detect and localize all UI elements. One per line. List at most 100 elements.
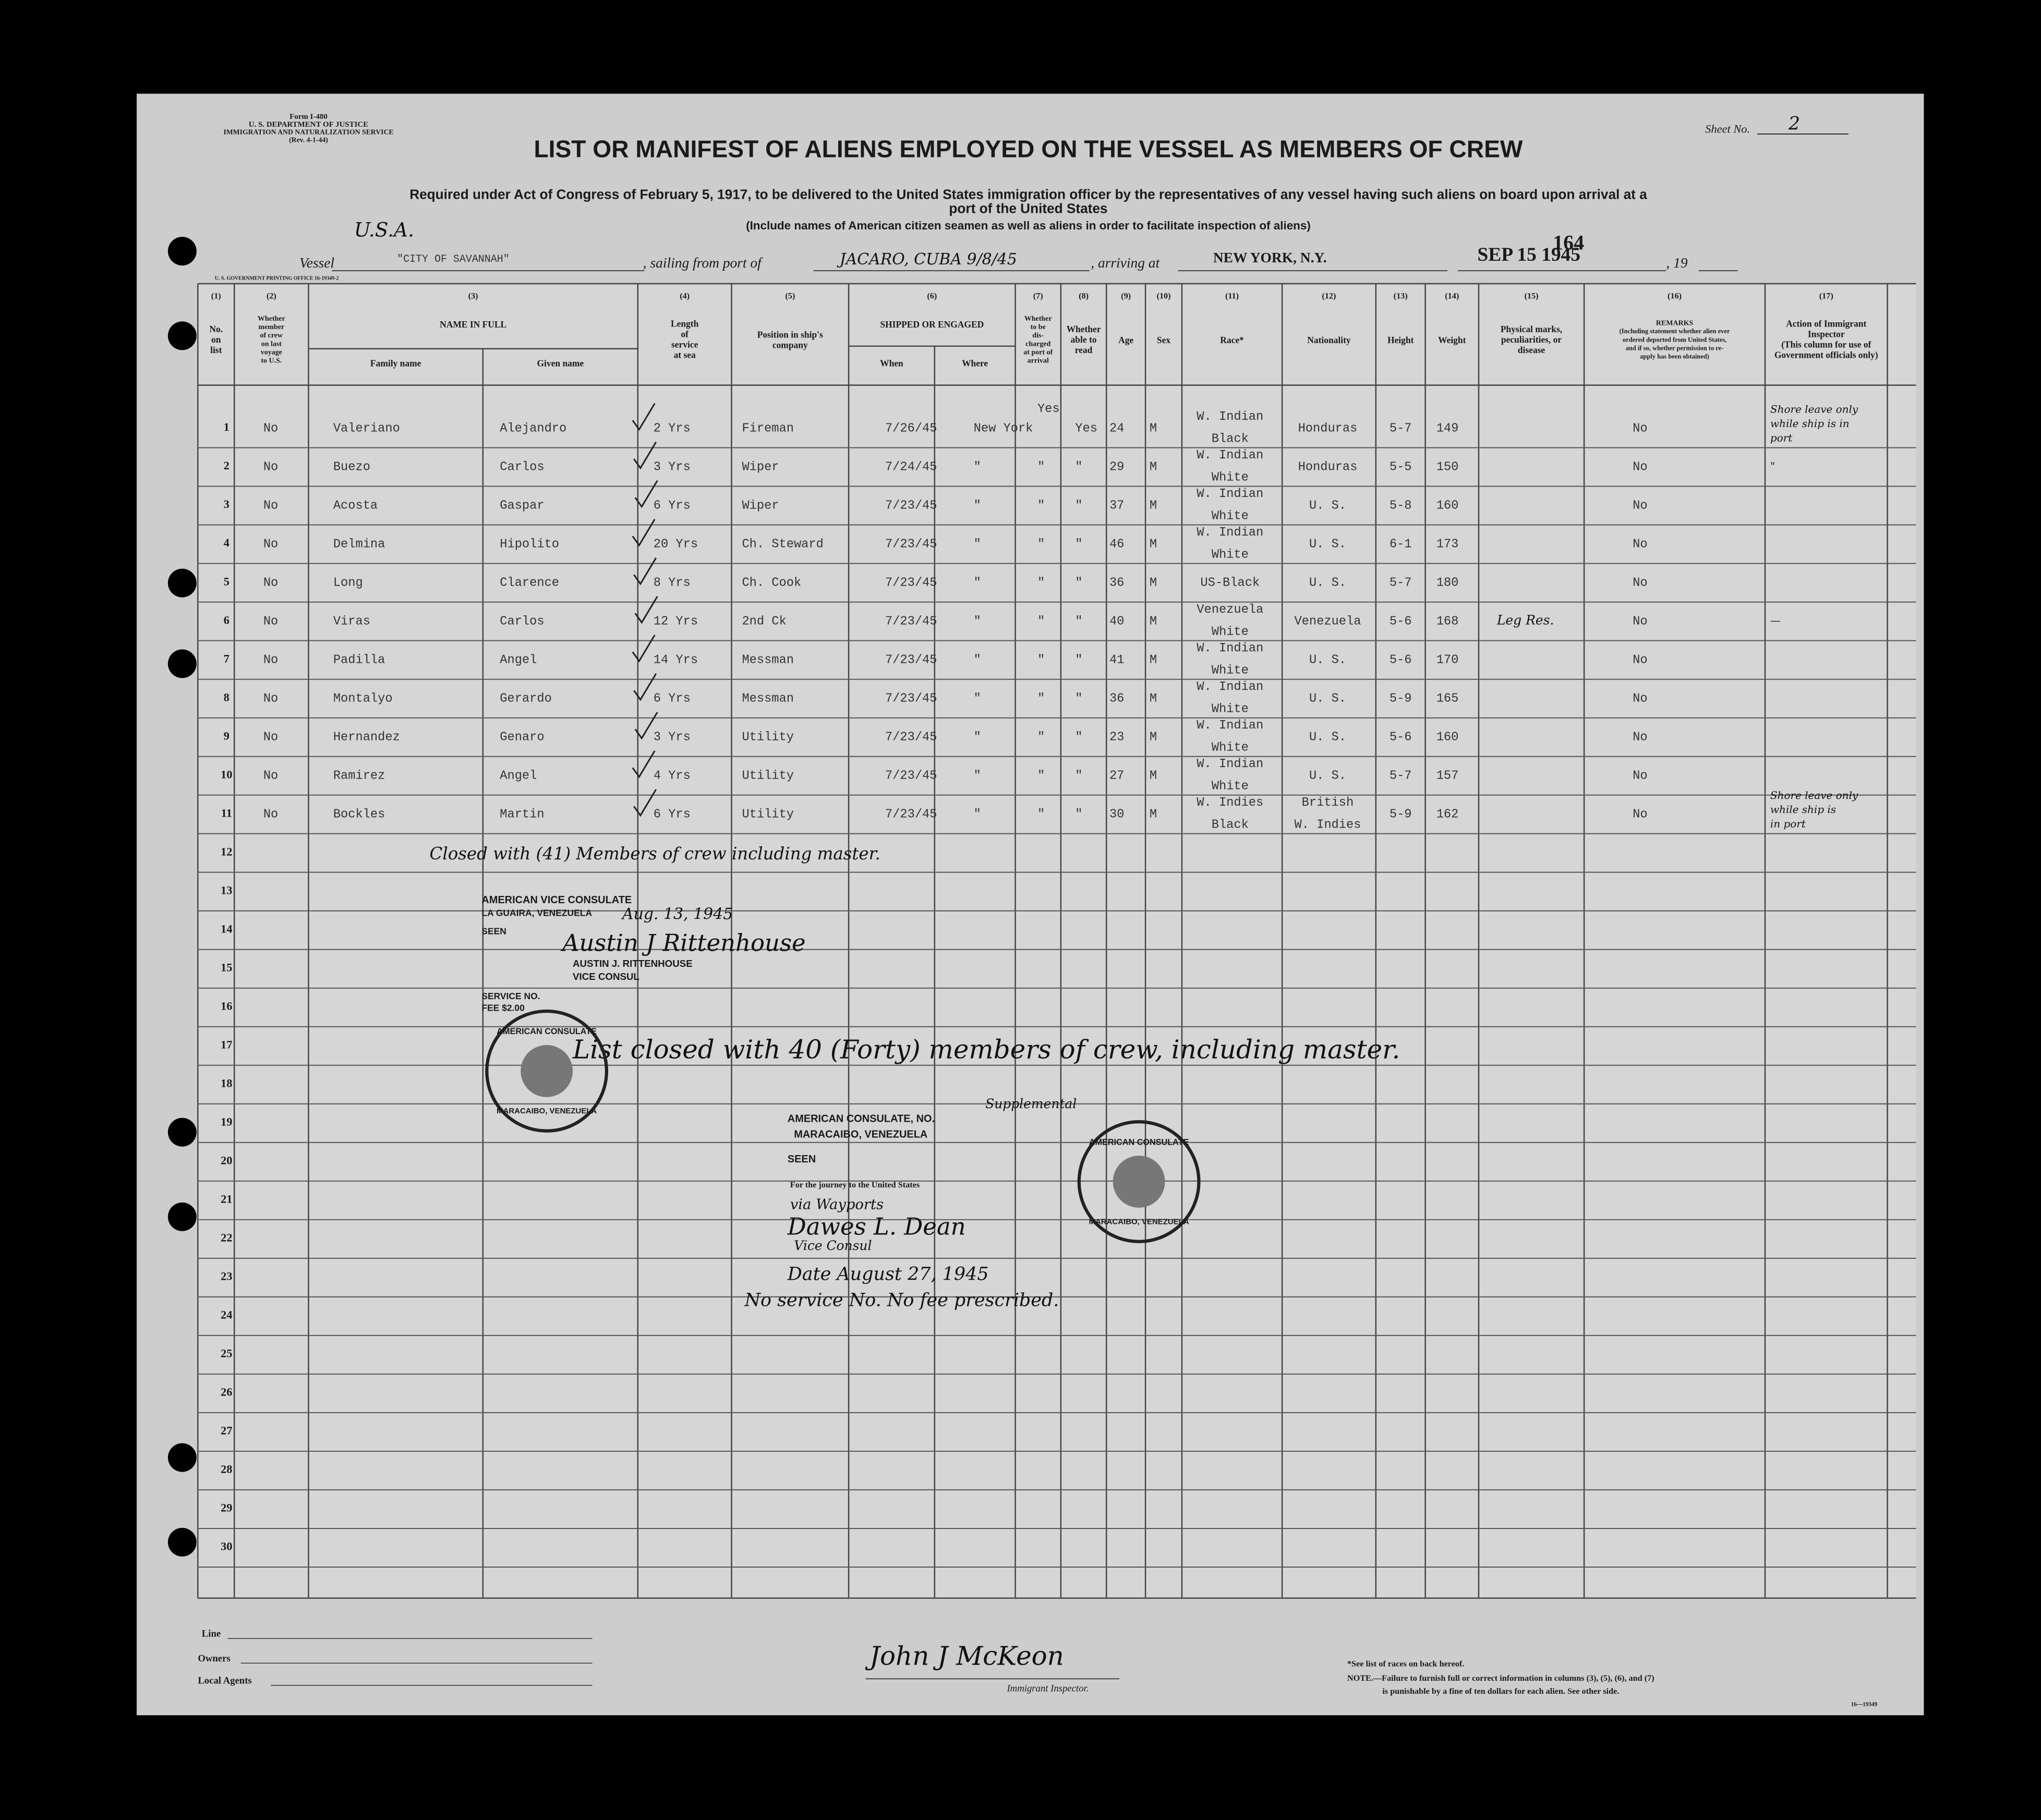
table-cell: W. Indies	[1294, 818, 1361, 832]
table-cell: 5-8	[1390, 499, 1412, 513]
table-cell: 7/23/45	[885, 614, 937, 628]
closed-annotation: Closed with (41) Members of crew includi…	[430, 844, 880, 864]
table-cell: Leg Res.	[1496, 613, 1554, 628]
table-cell: Ch. Steward	[742, 537, 823, 551]
seal	[485, 1009, 609, 1133]
table-cell: No	[1633, 537, 1647, 551]
column-label: (Including statement whether alien ever	[1620, 327, 1730, 335]
line-number: 7	[224, 652, 230, 665]
table-cell: M	[1150, 576, 1157, 590]
column-sublabel: Given name	[537, 358, 584, 369]
line-number: 29	[221, 1501, 232, 1514]
table-cell: Delmina	[333, 537, 385, 551]
consul-title: VICE CONSUL	[573, 971, 639, 982]
table-cell: "	[1037, 807, 1045, 821]
table-cell: "	[1037, 537, 1045, 551]
line-number: 18	[221, 1076, 232, 1089]
column-label: No.	[209, 324, 223, 334]
table-cell: Messman	[742, 653, 794, 667]
vessel-flag: U.S.A.	[354, 219, 414, 241]
column-number: (9)	[1121, 292, 1131, 301]
column-label: arrival	[1028, 357, 1049, 365]
table-cell: Shore leave only	[1770, 789, 1858, 802]
column-label: Age	[1118, 335, 1133, 345]
table-cell: 29	[1109, 460, 1124, 474]
column-label: apply has been obtained)	[1640, 353, 1709, 360]
table-cell: White	[1212, 741, 1249, 755]
table-cell: "	[1037, 460, 1045, 474]
table-cell: 7/23/45	[885, 653, 937, 667]
table-cell: No	[263, 653, 278, 667]
subtitle: Required under Act of Congress of Februa…	[409, 186, 1647, 202]
column-number: (15)	[1524, 292, 1538, 301]
check-mark	[632, 518, 656, 547]
column-label: Whether	[1067, 324, 1101, 334]
table-cell: 20 Yrs	[654, 537, 698, 551]
table-cell: M	[1150, 653, 1157, 667]
table-cell: Carlos	[500, 460, 544, 474]
vessel-label: Vessel	[299, 255, 334, 271]
table-cell: 46	[1109, 537, 1124, 551]
table-cell: Venezuela	[1294, 614, 1361, 628]
table-cell: No	[1633, 807, 1647, 821]
line-number: 16	[221, 999, 232, 1012]
table-cell: 5-7	[1390, 421, 1412, 435]
table-cell: W. Indian	[1197, 526, 1263, 540]
table-cell: Alejandro	[500, 421, 566, 435]
punch-hole	[167, 1527, 197, 1557]
table-cell: M	[1150, 730, 1157, 744]
table-cell: "	[1075, 499, 1082, 513]
table-cell: in port	[1770, 818, 1806, 830]
column-number: (5)	[785, 292, 795, 301]
supplemental: Supplemental	[985, 1096, 1077, 1111]
table-cell: "	[1075, 460, 1082, 474]
column-number: (14)	[1445, 292, 1459, 301]
line-number: 27	[221, 1424, 232, 1437]
table-cell: "	[974, 653, 981, 667]
punch-hole	[167, 237, 197, 266]
form-code: 16—19349	[1851, 1702, 1878, 1708]
seal	[1113, 1156, 1165, 1208]
line-number: 9	[224, 729, 230, 742]
table-cell: "	[1075, 576, 1082, 590]
table-cell: New York	[974, 421, 1033, 435]
check-mark	[632, 750, 656, 779]
table-cell: "	[974, 460, 981, 474]
table-cell: U. S.	[1309, 653, 1346, 667]
table-cell: W. Indian	[1197, 641, 1263, 656]
table-cell: Ramirez	[333, 769, 385, 783]
table-cell: Martin	[500, 807, 544, 821]
table-cell: White	[1212, 702, 1249, 716]
table-cell: W. Indies	[1197, 796, 1263, 810]
table-cell: "	[1075, 614, 1082, 628]
sheet-label: Sheet No.	[1705, 123, 1750, 136]
arriving-port: NEW YORK, N.Y.	[1213, 250, 1327, 265]
column-label: REMARKS	[1656, 319, 1694, 327]
table-cell: 36	[1109, 691, 1124, 706]
table-cell: "	[1037, 730, 1045, 744]
table-cell: Shore leave only	[1770, 403, 1858, 416]
table-cell: No	[1633, 730, 1647, 744]
consulate-stamp: SEEN	[481, 926, 506, 936]
check-mark	[634, 480, 658, 508]
table-cell: White	[1212, 509, 1249, 523]
line-number: 26	[221, 1386, 232, 1399]
table-cell: "	[1075, 730, 1082, 744]
form-id: Form I-480	[289, 113, 328, 121]
table-cell: Wiper	[742, 499, 779, 513]
table-cell: 170	[1436, 653, 1459, 667]
punch-hole	[167, 1118, 197, 1147]
column-number: (16)	[1668, 292, 1682, 301]
table-cell: Utility	[742, 807, 794, 821]
table-cell: 157	[1436, 769, 1459, 783]
table-cell: M	[1150, 460, 1157, 474]
table-cell: Angel	[500, 653, 537, 667]
table-cell: 165	[1436, 691, 1459, 706]
table-cell: Honduras	[1298, 460, 1358, 474]
consulate-stamp: MARACAIBO, VENEZUELA	[794, 1129, 927, 1140]
table-cell: No	[1633, 460, 1647, 474]
table-cell: "	[974, 769, 981, 783]
column-label: at port of	[1023, 348, 1053, 356]
table-cell: "	[974, 537, 981, 551]
table-cell: White	[1212, 548, 1249, 562]
